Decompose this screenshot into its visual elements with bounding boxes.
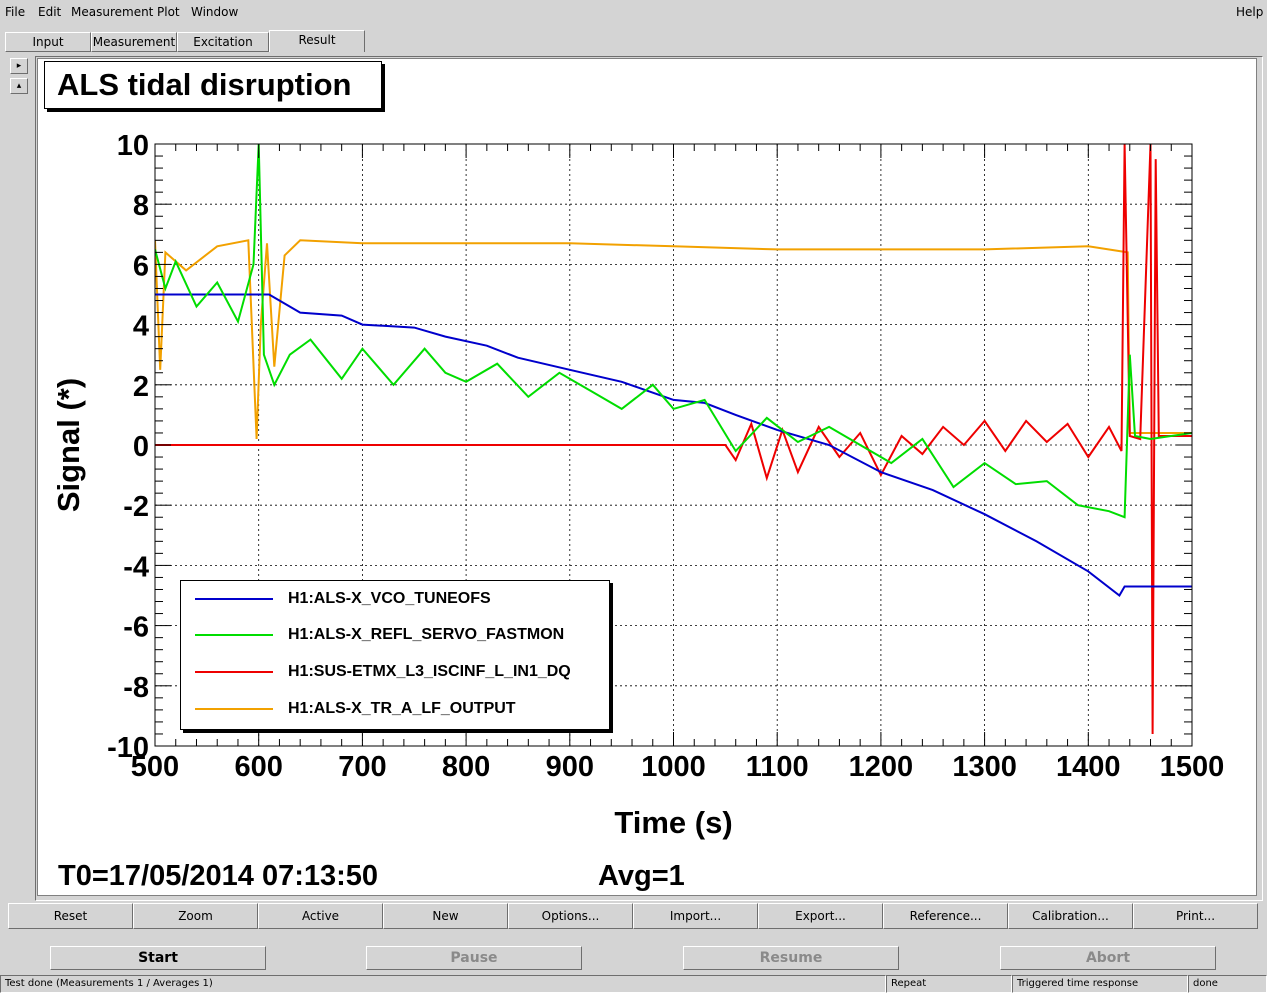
chart-series (155, 144, 1192, 735)
status-state: done (1188, 975, 1267, 993)
legend-swatch (195, 634, 273, 636)
legend-label: H1:ALS-X_TR_A_LF_OUTPUT (288, 700, 516, 717)
reset-button[interactable]: Reset (8, 903, 133, 929)
plot-title: ALS tidal disruption (44, 61, 382, 109)
options-button[interactable]: Options... (508, 903, 633, 929)
zoom-button[interactable]: Zoom (133, 903, 258, 929)
reference-button[interactable]: Reference... (883, 903, 1008, 929)
x-tick-label: 900 (546, 751, 594, 783)
series-line-1 (155, 144, 1192, 519)
expand-right-icon[interactable]: ▸ (10, 58, 28, 74)
menu-measurement[interactable]: Measurement (71, 5, 154, 19)
pad-scroll-arrows: ▸ ▴ (10, 58, 28, 98)
x-tick-label: 600 (235, 751, 283, 783)
start-button[interactable]: Start (50, 946, 266, 970)
pause-button[interactable]: Pause (366, 946, 582, 970)
x-tick-label: 1200 (849, 751, 914, 783)
legend-swatch (195, 708, 273, 710)
new-button[interactable]: New (383, 903, 508, 929)
x-tick-label: 1500 (1160, 751, 1225, 783)
tab-measurement[interactable]: Measurement (91, 32, 177, 52)
plot-canvas[interactable] (37, 58, 1257, 896)
legend-entry: H1:SUS-ETMX_L3_ISCINF_L_IN1_DQ (181, 661, 611, 685)
plot-frame (35, 56, 1263, 901)
x-axis-label: Time (s) (614, 805, 732, 840)
resume-button[interactable]: Resume (683, 946, 899, 970)
menu-help[interactable]: Help (1236, 5, 1264, 19)
y-tick-label: 8 (133, 190, 149, 222)
y-tick-label: -10 (107, 732, 149, 764)
menu-window[interactable]: Window (191, 5, 239, 19)
tab-excitation[interactable]: Excitation (177, 32, 269, 52)
x-tick-label: 500 (131, 751, 179, 783)
series-line-3 (155, 239, 1192, 440)
tab-bar: Input Measurement Excitation Result (5, 30, 1263, 52)
y-tick-label: 10 (117, 130, 149, 162)
legend-entry: H1:ALS-X_VCO_TUNEOFS (181, 588, 611, 612)
chart-legend[interactable]: H1:ALS-X_VCO_TUNEOFS H1:ALS-X_REFL_SERVO… (180, 580, 610, 730)
import-button[interactable]: Import... (633, 903, 758, 929)
y-tick-label: 4 (133, 311, 149, 343)
y-tick-label: -2 (123, 491, 149, 523)
y-tick-label: -8 (123, 672, 149, 704)
y-tick-label: -6 (123, 612, 149, 644)
status-bar: Test done (Measurements 1 / Averages 1) … (0, 975, 1267, 993)
legend-entry: H1:ALS-X_TR_A_LF_OUTPUT (181, 698, 611, 722)
avg-readout: Avg=1 (598, 860, 685, 892)
y-axis-label: Signal (*) (51, 378, 86, 512)
menu-edit[interactable]: Edit (38, 5, 62, 19)
y-tick-label: 6 (133, 250, 149, 282)
x-tick-label: 1400 (1056, 751, 1121, 783)
menu-file[interactable]: File (5, 5, 26, 19)
status-main: Test done (Measurements 1 / Averages 1) (0, 975, 886, 993)
chart-tick-labels: 500 600 700 800 900 1000 1100 1200 1300 1400 1500 -… (107, 130, 1224, 783)
y-tick-label: 0 (133, 431, 149, 463)
x-tick-label: 1100 (746, 751, 809, 783)
y-tick-label: 2 (133, 371, 149, 403)
x-tick-label: 1000 (641, 751, 706, 783)
series-line-0 (155, 293, 1192, 597)
x-tick-label: 1300 (952, 751, 1017, 783)
time-series-chart[interactable]: 500 600 700 800 900 1000 1100 1200 1300 1400 1500 -… (37, 58, 1257, 896)
print-button[interactable]: Print... (1133, 903, 1258, 929)
status-mode: Triggered time response (1012, 975, 1188, 993)
tab-input[interactable]: Input (5, 32, 91, 52)
x-tick-label: 700 (338, 751, 386, 783)
legend-label: H1:ALS-X_VCO_TUNEOFS (288, 590, 491, 607)
legend-swatch (195, 598, 273, 600)
collapse-up-icon[interactable]: ▴ (10, 78, 28, 94)
abort-button[interactable]: Abort (1000, 946, 1216, 970)
menu-bar: File Edit Measurement Plot Window Help (0, 0, 1267, 26)
status-repeat: Repeat (886, 975, 1012, 993)
x-tick-label: 800 (442, 751, 490, 783)
legend-swatch (195, 671, 273, 673)
export-button[interactable]: Export... (758, 903, 883, 929)
menu-plot[interactable]: Plot (157, 5, 180, 19)
chart-ticks (154, 143, 1193, 747)
active-button[interactable]: Active (258, 903, 383, 929)
t0-readout: T0=17/05/2014 07:13:50 (58, 860, 379, 892)
plot-toolbar: Reset Zoom Active New Options... Import.… (8, 903, 1258, 929)
legend-label: H1:ALS-X_REFL_SERVO_FASTMON (288, 626, 565, 643)
legend-entry: H1:ALS-X_REFL_SERVO_FASTMON (181, 624, 611, 648)
legend-label: H1:SUS-ETMX_L3_ISCINF_L_IN1_DQ (288, 663, 571, 680)
calibration-button[interactable]: Calibration... (1008, 903, 1133, 929)
y-tick-label: -4 (123, 551, 149, 583)
tab-result[interactable]: Result (269, 30, 365, 52)
